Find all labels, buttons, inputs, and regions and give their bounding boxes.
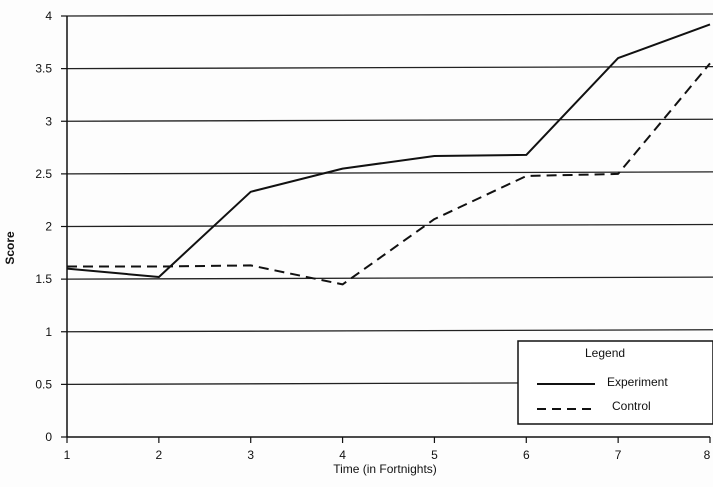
series-line-experiment bbox=[66, 23, 711, 278]
gridline-y-5 bbox=[66, 171, 713, 175]
x-tick-label: 6 bbox=[523, 448, 530, 462]
legend-label-control: Control bbox=[612, 399, 651, 413]
y-tick-label: 1.5 bbox=[35, 272, 52, 286]
gridline-y-3 bbox=[66, 276, 713, 280]
gridline-y-2 bbox=[66, 329, 713, 333]
gridline-y-8 bbox=[66, 13, 713, 17]
legend-title: Legend bbox=[585, 346, 625, 360]
y-tick-label: 1 bbox=[45, 325, 52, 339]
y-tick-label: 4 bbox=[45, 9, 52, 23]
y-axis-title: Score bbox=[3, 231, 17, 265]
x-tick-label: 1 bbox=[64, 448, 71, 462]
x-tick-label: 2 bbox=[156, 448, 163, 462]
series-line-control bbox=[67, 62, 711, 286]
gridline-y-6 bbox=[66, 118, 713, 122]
gridlines bbox=[66, 13, 713, 386]
y-tick-label: 3 bbox=[45, 114, 52, 128]
x-axis-title: Time (in Fortnights) bbox=[333, 462, 437, 476]
x-tick-label: 7 bbox=[615, 448, 622, 462]
y-tick-label: 0 bbox=[45, 430, 52, 444]
legend-box bbox=[517, 340, 713, 425]
x-tick-label: 4 bbox=[339, 448, 346, 462]
legend-label-experiment: Experiment bbox=[607, 375, 668, 389]
y-tick-label: 3.5 bbox=[35, 62, 52, 76]
tick-marks bbox=[61, 15, 711, 443]
series-lines bbox=[66, 23, 711, 286]
y-tick-label: 0.5 bbox=[35, 377, 52, 391]
x-tick-label: 8 bbox=[704, 448, 711, 462]
x-tick-label: 5 bbox=[431, 448, 438, 462]
legend: Legend Experiment Control bbox=[517, 340, 713, 425]
gridline-y-7 bbox=[66, 65, 713, 70]
x-tick-label: 3 bbox=[247, 448, 254, 462]
gridline-y-4 bbox=[66, 223, 713, 228]
x-tick-labels: 1 2 3 4 5 6 7 8 bbox=[64, 448, 711, 462]
y-tick-labels: 0 0.5 1 1.5 2 2.5 3 3.5 4 bbox=[35, 9, 52, 444]
y-tick-label: 2.5 bbox=[35, 167, 52, 181]
y-tick-label: 2 bbox=[45, 220, 52, 234]
